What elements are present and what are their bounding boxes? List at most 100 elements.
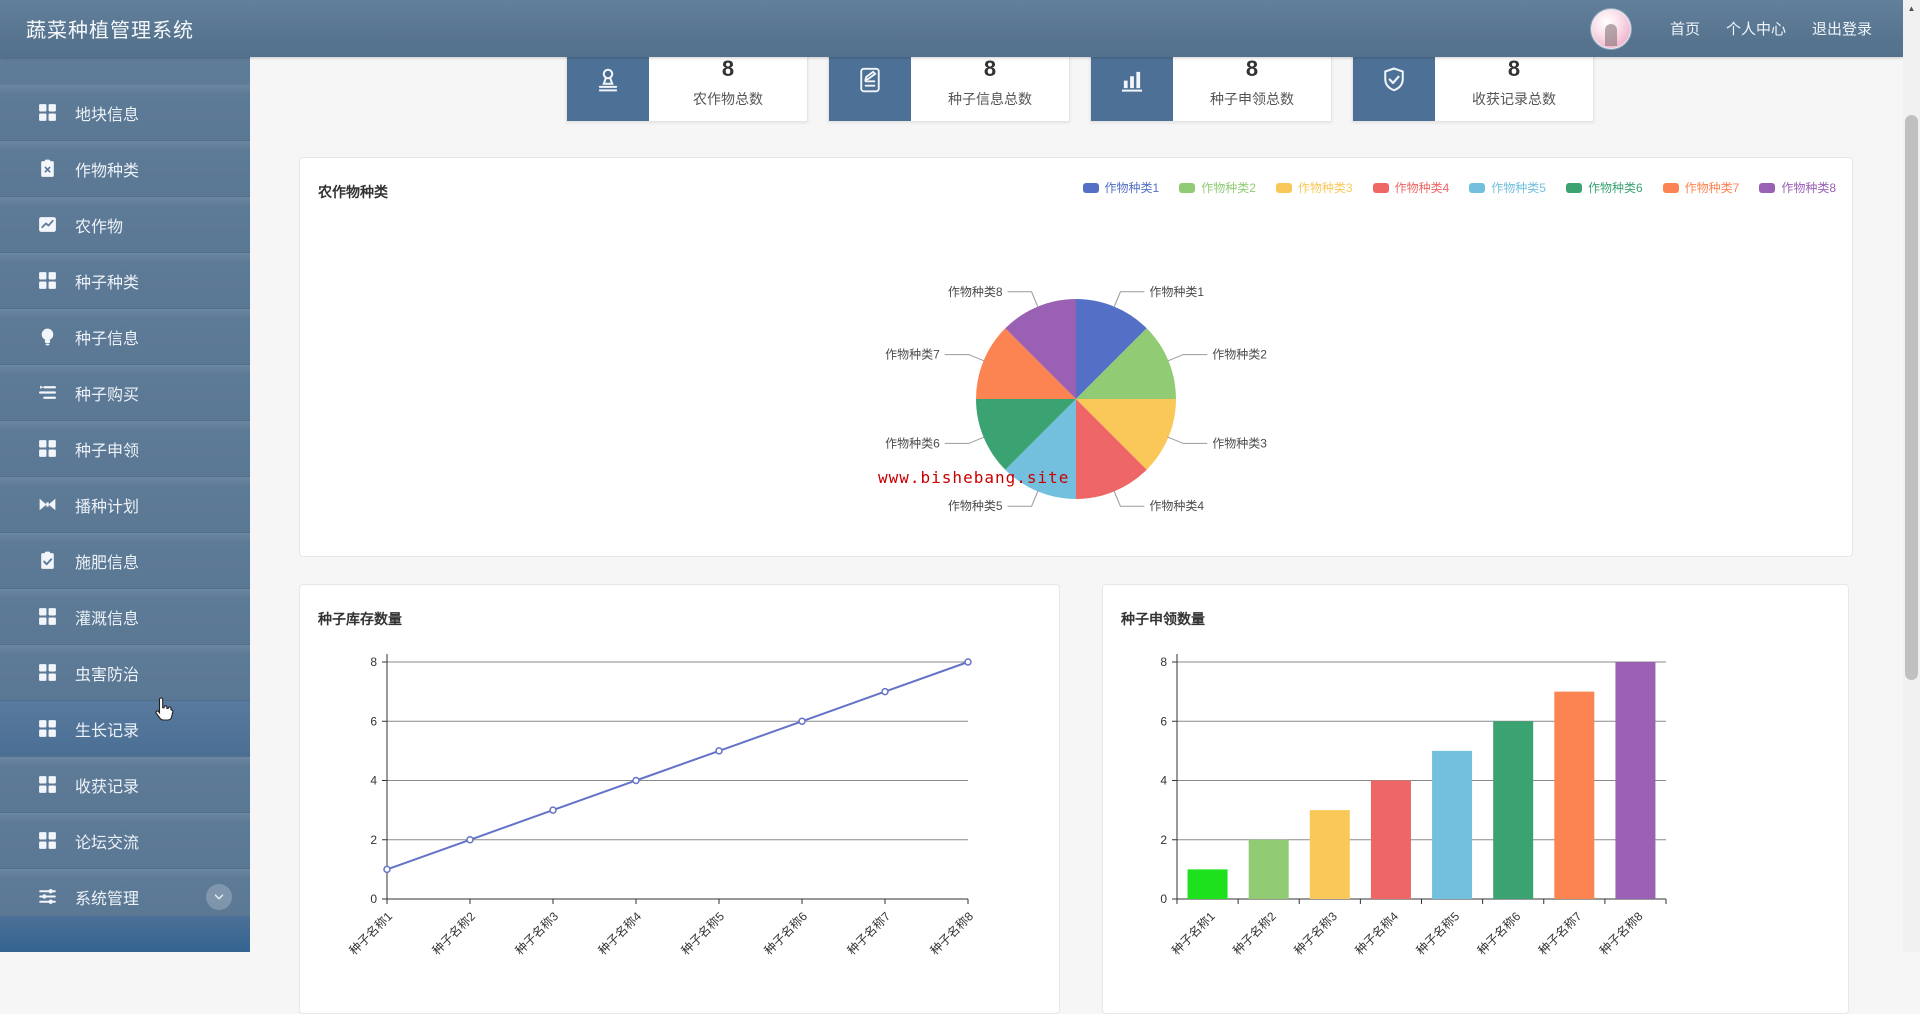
legend-label: 作物种类1 (1104, 181, 1160, 195)
sidebar: 地块信息作物种类农作物种子种类种子信息 种子购买 种子申领 播种计划 施肥信息 灌溉信息虫… (0, 57, 250, 952)
pie-slice-2[interactable] (1076, 328, 1176, 399)
sidebar-item-label: 作物种类 (75, 162, 140, 180)
bar-chart-title: 种子申领数量 (1121, 611, 1205, 627)
legend-item-5[interactable]: 作物种类5 (1469, 179, 1546, 196)
legend-item-4[interactable]: 作物种类4 (1372, 179, 1450, 196)
legend-item-2[interactable]: 作物种类2 (1179, 179, 1256, 196)
line-chart-title: 种子库存数量 (318, 611, 402, 627)
x-axis-label: 种子名称6 (761, 908, 810, 957)
sidebar-item-13[interactable]: 收获记录 (0, 757, 250, 813)
sliders-icon (36, 886, 58, 908)
x-axis-label: 种子名称7 (844, 908, 893, 957)
scroll-up-arrow[interactable]: ▲ (1907, 3, 1916, 13)
line-point-5[interactable] (715, 747, 723, 755)
watermark-text: www.bishebang.site (878, 468, 1070, 487)
svg-text:2: 2 (370, 833, 377, 847)
line-point-2[interactable] (466, 836, 474, 844)
svg-text:8: 8 (1160, 655, 1167, 669)
bar-5[interactable] (1432, 750, 1473, 899)
pie-slice-3[interactable] (1076, 399, 1176, 470)
legend-item-3[interactable]: 作物种类3 (1275, 179, 1353, 196)
line-point-1[interactable] (383, 865, 391, 874)
line-chart[interactable]: 0 2 4 6 8 种子名称1 种子名称2 种子名称3 种子名称4 种子名称5 种子名称6 种子名称7… (300, 585, 1059, 1013)
sidebar-item-2[interactable]: 作物种类 (0, 141, 250, 197)
stat-card-body: 8 种子申领总数 (1173, 38, 1331, 121)
line-point-8[interactable] (964, 658, 972, 666)
grid-icon (36, 830, 58, 852)
x-axis-label: 种子名称6 (1474, 908, 1523, 957)
sidebar-item-3[interactable]: 农作物 (0, 197, 250, 253)
scrollbar-thumb[interactable] (1905, 115, 1918, 680)
sidebar-item-label: 农作物 (75, 218, 124, 236)
svg-text:0: 0 (370, 892, 377, 906)
legend-label: 作物种类6 (1587, 181, 1643, 195)
bar-chart[interactable]: 0 2 4 6 8 种子名称1 种子名称2 种子名称3 种子名称4 种子名称5 种子名称6 种子名称7… (1103, 585, 1848, 1013)
pie-label: 作物种类6 (885, 436, 940, 450)
sidebar-item-6[interactable]: 种子购买 (0, 365, 250, 421)
x-axis-label: 种子名称2 (1230, 908, 1279, 957)
line-point-3[interactable] (549, 806, 557, 814)
legend-label: 作物种类3 (1297, 181, 1353, 195)
pie-slice-1[interactable] (1076, 299, 1147, 399)
bar-7[interactable] (1554, 691, 1595, 899)
pie-chart[interactable]: 作物种类1 作物种类2 作物种类3 作物种类4 作物种类5 作物种类6 作物种类7 作物种类8 (300, 158, 1852, 556)
sidebar-menu: 地块信息作物种类农作物种子种类种子信息 种子购买 种子申领 播种计划 施肥信息 灌溉信息虫… (0, 57, 250, 925)
nav-logout[interactable]: 退出登录 (1811, 21, 1872, 38)
line-point-6[interactable] (798, 717, 806, 725)
nav-home[interactable]: 首页 (1669, 21, 1700, 38)
legend-item-1[interactable]: 作物种类1 (1082, 179, 1160, 196)
stat-label: 种子申领总数 (1210, 91, 1294, 107)
clipboard-x-icon (36, 158, 58, 180)
legend-swatch (1275, 182, 1292, 193)
legend-item-8[interactable]: 作物种类8 (1759, 179, 1836, 196)
pie-slice-7[interactable] (976, 328, 1076, 399)
x-axis-label: 种子名称3 (512, 908, 561, 957)
svg-text:4: 4 (370, 774, 377, 788)
pie-label: 作物种类4 (1149, 499, 1204, 513)
sidebar-item-14[interactable]: 论坛交流 (0, 813, 250, 869)
legend-label: 作物种类8 (1781, 181, 1836, 195)
sidebar-item-9[interactable]: 施肥信息 (0, 533, 250, 589)
stat-label: 收获记录总数 (1472, 91, 1556, 107)
sidebar-item-10[interactable]: 灌溉信息 (0, 589, 250, 645)
line-point-4[interactable] (632, 776, 640, 785)
sidebar-item-1[interactable]: 地块信息 (0, 85, 250, 141)
line-point-7[interactable] (881, 687, 889, 696)
nav-personal-center[interactable]: 个人中心 (1725, 21, 1786, 38)
legend-label: 作物种类4 (1394, 181, 1450, 195)
sidebar-item-label: 种子种类 (75, 274, 140, 292)
bar-2[interactable] (1248, 839, 1289, 899)
sidebar-item-15[interactable]: 系统管理 (0, 869, 250, 925)
x-axis-label: 种子名称4 (1352, 908, 1401, 957)
bar-8[interactable] (1615, 662, 1656, 899)
grid-icon (36, 270, 58, 292)
sidebar-item-4[interactable]: 种子种类 (0, 253, 250, 309)
bar-3[interactable] (1309, 810, 1350, 899)
svg-text:6: 6 (370, 714, 377, 728)
bar-6[interactable] (1493, 721, 1534, 899)
pie-slice-5[interactable] (1005, 399, 1076, 499)
pie-slice-6[interactable] (976, 399, 1076, 470)
x-axis-label: 种子名称7 (1535, 908, 1584, 957)
sidebar-item-12[interactable]: 生长记录 (0, 701, 250, 757)
pie-label: 作物种类5 (948, 499, 1003, 513)
sidebar-item-7[interactable]: 种子申领 (0, 421, 250, 477)
avatar[interactable] (1590, 8, 1631, 49)
legend-swatch (1662, 182, 1679, 193)
grid-icon (36, 718, 58, 740)
pie-label: 作物种类8 (948, 285, 1003, 299)
svg-text:6: 6 (1160, 714, 1167, 728)
sidebar-item-11[interactable]: 虫害防治 (0, 645, 250, 701)
bar-1[interactable] (1187, 869, 1228, 899)
sidebar-item-label: 地块信息 (75, 106, 140, 124)
pie-slice-4[interactable] (1076, 399, 1147, 499)
legend-item-6[interactable]: 作物种类6 (1565, 179, 1643, 196)
bar-4[interactable] (1370, 780, 1411, 900)
pie-slice-8[interactable] (1005, 299, 1076, 399)
sidebar-item-8[interactable]: 播种计划 (0, 477, 250, 533)
seed-stock-card: 种子库存数量 0 2 4 6 8 种子名称1 种子名称2 种子名称3 种子名称4 种子名称5 种子名… (299, 584, 1060, 1014)
legend-item-7[interactable]: 作物种类7 (1662, 179, 1739, 196)
navbar-right: 首页 个人中心 退出登录 (1590, 8, 1885, 49)
sidebar-item-5[interactable]: 种子信息 (0, 309, 250, 365)
chevron-down-icon[interactable] (206, 883, 232, 910)
